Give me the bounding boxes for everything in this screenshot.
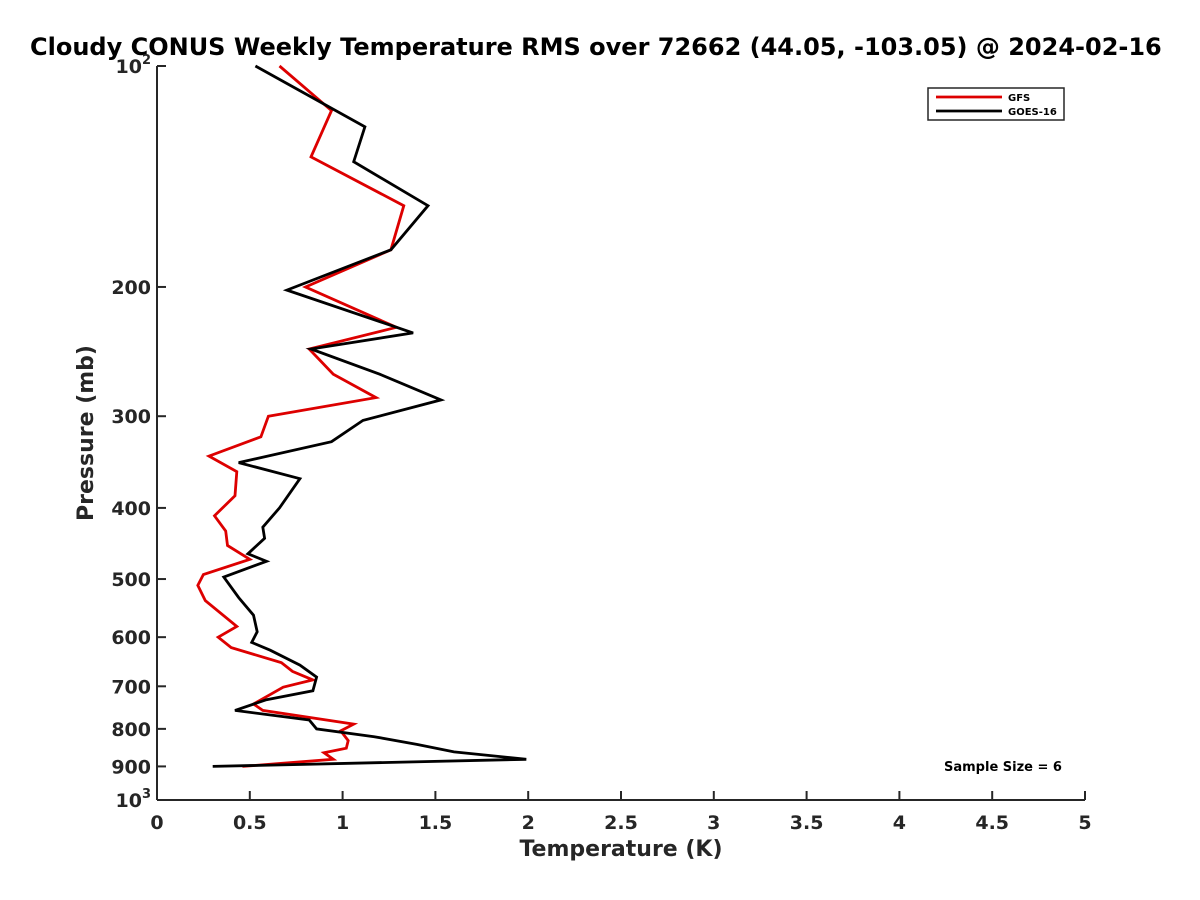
- y-tick-label-base: 700: [111, 676, 151, 698]
- y-tick-label: 600: [111, 627, 151, 649]
- legend-box: [927, 87, 1065, 121]
- y-tick-label: 102: [116, 53, 152, 78]
- y-tick-label-base: 600: [111, 627, 151, 649]
- y-tick-label: 700: [111, 676, 151, 698]
- plot-axes: 0 0.5 1 1.5 2 2.5 3 3.5 4 4.5 51022003004005006007…: [111, 53, 1091, 834]
- y-tick-label-base: 500: [111, 569, 151, 591]
- x-tick-label: 4.5: [975, 812, 1009, 834]
- y-tick-label: 300: [111, 406, 151, 428]
- y-tick-label-exponent: 2: [142, 53, 151, 68]
- x-tick-label: 4: [893, 812, 906, 834]
- y-tick-label: 900: [111, 756, 151, 778]
- series-line-1: [212, 64, 527, 768]
- y-tick-label-base: 10: [116, 790, 142, 812]
- legend-label: GOES-16: [1008, 107, 1057, 118]
- x-tick-label: 1.5: [419, 812, 453, 834]
- x-tick-label: 3: [707, 812, 720, 834]
- series-line-0: [196, 64, 406, 768]
- y-tick-label-base: 900: [111, 756, 151, 778]
- y-tick-label: 200: [111, 277, 151, 299]
- x-tick-label: 2.5: [604, 812, 638, 834]
- y-tick-label: 103: [116, 787, 152, 812]
- legend-label: GFS: [1008, 93, 1030, 104]
- y-tick-label-base: 400: [111, 498, 151, 520]
- y-tick-label: 800: [111, 719, 151, 741]
- y-tick-label-base: 300: [111, 406, 151, 428]
- legend: GFS GOES-16: [927, 87, 1065, 121]
- y-tick-label-base: 10: [116, 56, 142, 78]
- x-tick-label: 1: [336, 812, 349, 834]
- plot-series: [196, 64, 527, 768]
- y-axis-label: Pressure (mb): [74, 345, 99, 521]
- x-axis-label: Temperature (K): [519, 837, 722, 862]
- chart-title: Cloudy CONUS Weekly Temperature RMS over…: [30, 33, 1162, 61]
- y-tick-label-exponent: 3: [142, 787, 151, 802]
- x-tick-label: 3.5: [790, 812, 824, 834]
- sample-size-annotation: Sample Size = 6: [944, 760, 1062, 775]
- x-tick-label: 0: [150, 812, 163, 834]
- x-tick-label: 2: [522, 812, 535, 834]
- x-tick-label: 5: [1078, 812, 1091, 834]
- x-tick-label: 0.5: [233, 812, 267, 834]
- y-tick-label: 400: [111, 498, 151, 520]
- y-tick-label-base: 800: [111, 719, 151, 741]
- y-tick-label-base: 200: [111, 277, 151, 299]
- y-tick-label: 500: [111, 569, 151, 591]
